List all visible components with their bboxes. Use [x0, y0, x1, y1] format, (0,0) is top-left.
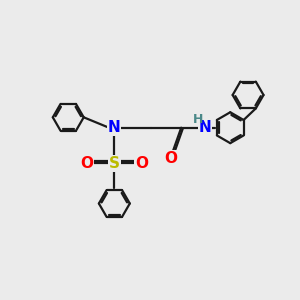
Text: N: N [108, 120, 121, 135]
Text: O: O [164, 151, 177, 166]
Text: O: O [80, 156, 94, 171]
Text: H: H [193, 113, 204, 126]
Text: O: O [135, 156, 148, 171]
Text: N: N [199, 120, 212, 135]
Text: S: S [109, 156, 120, 171]
